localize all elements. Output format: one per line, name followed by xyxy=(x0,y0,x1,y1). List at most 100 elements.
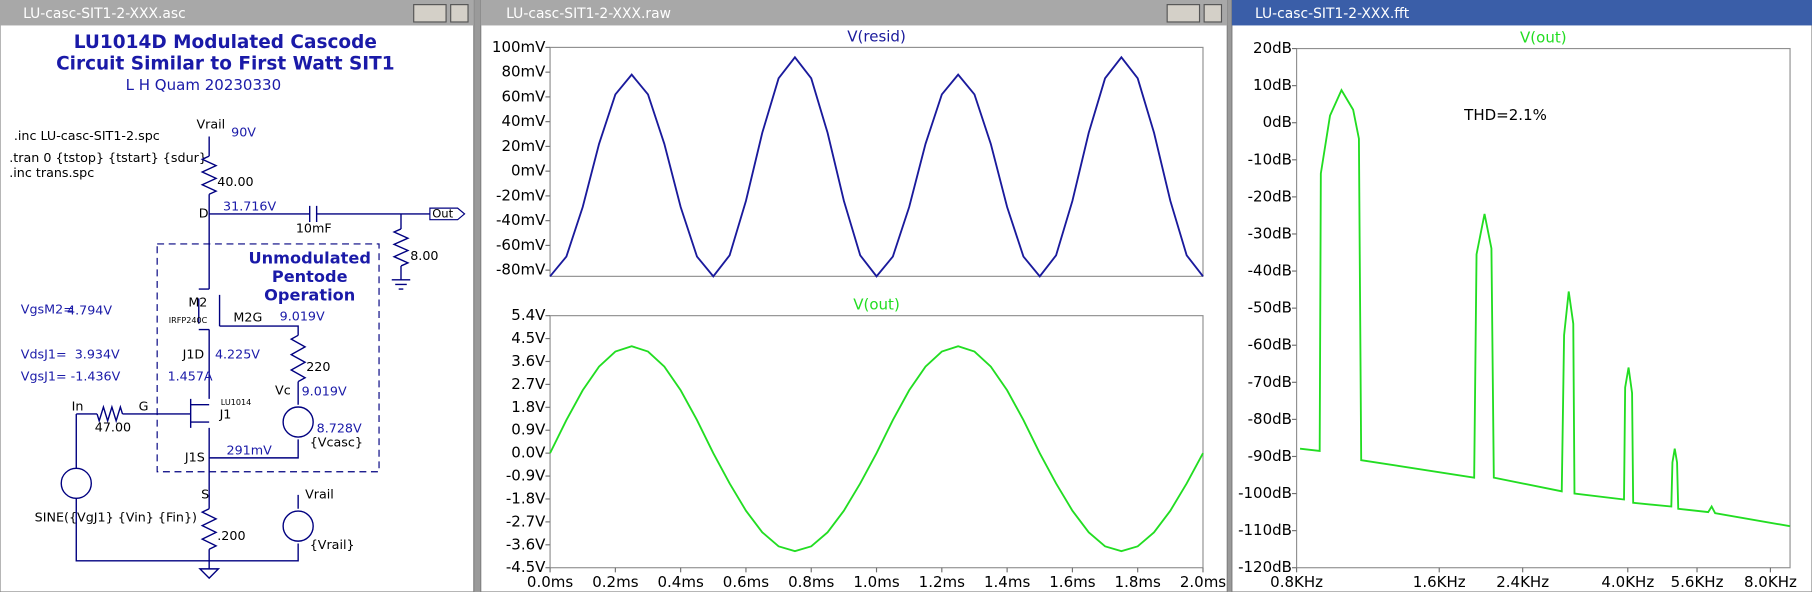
resistors xyxy=(96,155,410,550)
y-tick-label: -90dB xyxy=(1248,447,1292,465)
node-voltage: 9.019V xyxy=(280,308,325,323)
y-tick-label: 1.8V xyxy=(511,398,546,416)
maximize-button[interactable] xyxy=(450,4,469,23)
schematic-window: LU-casc-SIT1-2-XXX.asc xyxy=(0,0,475,592)
annotation: THD=2.1% xyxy=(1463,106,1547,124)
net-flag xyxy=(429,207,466,221)
title-bar xyxy=(480,0,1228,26)
schematic-title: Circuit Similar to First Watt SIT1 xyxy=(56,54,395,75)
x-tick-label: 5.6KHz xyxy=(1671,573,1724,591)
component-name: M2 xyxy=(188,294,207,309)
y-tick-label: -60mV xyxy=(496,236,546,254)
y-tick-label: 60mV xyxy=(501,87,546,105)
plot-area xyxy=(1296,47,1791,569)
voltage-source xyxy=(282,510,314,542)
node-label: J1S xyxy=(184,449,205,464)
y-tick-label: -70dB xyxy=(1248,373,1292,391)
x-tick-label: 0.0ms xyxy=(527,573,573,591)
schematic-author: L H Quam 20230330 xyxy=(126,76,282,94)
node-voltage: 90V xyxy=(231,124,256,139)
x-tick-label: 0.8KHz xyxy=(1270,573,1323,591)
x-tick-label: 1.0ms xyxy=(853,573,899,591)
measurement: VdsJ1= 3.934V xyxy=(21,346,120,361)
title-bar xyxy=(1231,0,1812,26)
measurement: 4.794V xyxy=(67,303,112,318)
wire xyxy=(75,136,430,569)
y-tick-label: -110dB xyxy=(1238,521,1292,539)
component-name: J1 xyxy=(219,407,232,422)
box-label: Unmodulated xyxy=(249,248,371,267)
resistor xyxy=(200,508,218,550)
y-tick-label: -80mV xyxy=(496,261,546,279)
window-body xyxy=(0,0,475,592)
maximize-button[interactable] xyxy=(1203,4,1223,23)
y-tick-label: -80dB xyxy=(1248,410,1292,428)
trace xyxy=(1299,88,1791,528)
voltage-source xyxy=(282,406,314,438)
box-label: Operation xyxy=(264,285,355,304)
symbol xyxy=(189,205,411,580)
node-label: J1D xyxy=(182,346,205,361)
y-tick-label: -30dB xyxy=(1248,224,1292,242)
measurement: VgsM2= xyxy=(21,301,74,316)
y-tick-label: 3.6V xyxy=(511,352,546,370)
component-value: 10mF xyxy=(296,220,332,235)
schematic-title: LU1014D Modulated Cascode xyxy=(74,32,377,53)
window-controls[interactable] xyxy=(1166,4,1201,23)
component-value: 47.00 xyxy=(95,419,131,434)
y-tick-label: -40dB xyxy=(1248,262,1292,280)
component-model: LU1014 xyxy=(221,397,252,407)
resistor xyxy=(96,404,124,424)
component-value: 220 xyxy=(306,359,330,374)
resistor xyxy=(289,334,307,383)
x-tick-label: 1.6ms xyxy=(1049,573,1095,591)
plot-title: V(resid) xyxy=(847,27,906,45)
y-tick-label: 2.7V xyxy=(511,375,546,393)
y-tick-label: -40mV xyxy=(496,211,546,229)
x-tick-label: 2.0ms xyxy=(1180,573,1226,591)
y-tick-label: 4.5V xyxy=(511,329,546,347)
component-value: 40.00 xyxy=(217,174,253,189)
y-tick-label: 20dB xyxy=(1253,39,1292,57)
component-model: IRFP240C xyxy=(169,315,208,325)
y-tick-label: -4.5V xyxy=(506,558,546,576)
y-tick-label: -1.8V xyxy=(506,489,546,507)
x-tick-label: 1.6KHz xyxy=(1413,573,1466,591)
component-value: {Vcasc} xyxy=(310,434,363,449)
net-label: Out xyxy=(432,206,453,220)
schematic: LU1014D Modulated Cascode Circuit Simila… xyxy=(9,32,466,580)
box-label: Pentode xyxy=(272,267,348,286)
node-voltage: 291mV xyxy=(227,442,273,457)
measurement: VgsJ1= -1.436V xyxy=(21,368,121,383)
node-voltage: 31.716V xyxy=(223,198,276,213)
y-tick-label: 40mV xyxy=(501,112,546,130)
y-tick-label: -0.9V xyxy=(506,467,546,485)
plot-area xyxy=(549,315,1204,569)
resistor xyxy=(392,228,410,267)
window-title: LU-casc-SIT1-2-XXX.fft xyxy=(1255,6,1410,22)
window-controls[interactable] xyxy=(413,4,447,23)
directive: .tran 0 {tstop} {tstart} {sdur} xyxy=(9,150,207,165)
y-tick-label: -60dB xyxy=(1248,336,1292,354)
y-tick-label: 0.9V xyxy=(511,421,546,439)
plot-title: V(out) xyxy=(853,296,900,314)
resistor xyxy=(200,155,218,195)
node-label: S xyxy=(201,486,209,501)
y-tick-label: 10dB xyxy=(1253,76,1292,94)
y-tick-label: 80mV xyxy=(501,63,546,81)
y-tick-label: -120dB xyxy=(1238,558,1292,576)
component-value: .200 xyxy=(217,528,245,543)
net-label: G xyxy=(139,398,149,413)
net-label: In xyxy=(72,398,84,413)
y-tick-label: 0mV xyxy=(511,162,546,180)
net-label: Vc xyxy=(275,382,291,397)
y-tick-label: 0.0V xyxy=(511,444,546,462)
window-title: LU-casc-SIT1-2-XXX.asc xyxy=(23,6,186,22)
x-tick-label: 2.4KHz xyxy=(1496,573,1549,591)
net-label: Vrail xyxy=(196,116,225,131)
node-label: M2G xyxy=(233,309,262,324)
y-tick-label: -10dB xyxy=(1248,150,1292,168)
y-tick-label: -50dB xyxy=(1248,299,1292,317)
x-tick-label: 1.8ms xyxy=(1115,573,1161,591)
